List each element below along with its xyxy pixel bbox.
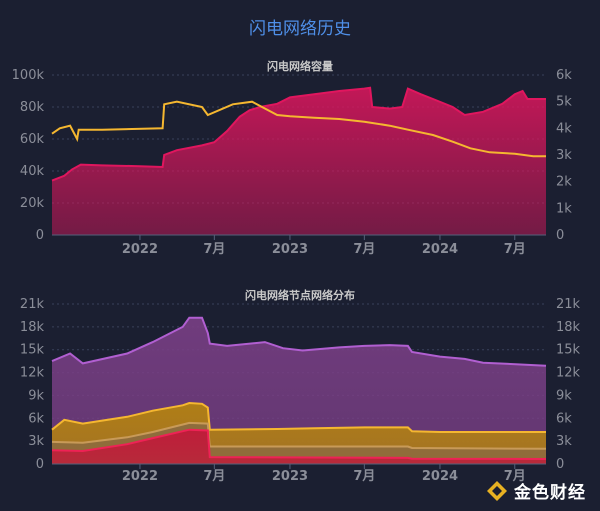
y-right-tick-label: 1k bbox=[556, 201, 572, 216]
y-right-tick-label: 3k bbox=[556, 434, 572, 449]
y-right-tick-label: 4k bbox=[556, 121, 572, 136]
x-tick-label: 7月 bbox=[504, 242, 526, 257]
y-left-tick-label: 20k bbox=[20, 196, 45, 211]
capacity-chart-title: 闪电网络容量 bbox=[267, 60, 333, 73]
y-right-tick-label: 6k bbox=[556, 68, 572, 83]
series-line-1-2 bbox=[51, 421, 547, 450]
y-right-tick-label: 6k bbox=[556, 411, 572, 426]
x-tick-label: 2022 bbox=[122, 469, 158, 484]
y-right-tick-label: 3k bbox=[556, 148, 572, 163]
node-distribution-chart-title: 闪电网络节点网络分布 bbox=[245, 289, 355, 302]
y-right-tick-label: 9k bbox=[556, 388, 572, 403]
y-left-tick-label: 21k bbox=[20, 297, 45, 312]
y-right-tick-label: 18k bbox=[556, 320, 581, 335]
y-right-tick-label: 5k bbox=[556, 95, 572, 110]
x-tick-label: 2024 bbox=[422, 242, 458, 257]
x-tick-label: 7月 bbox=[203, 469, 225, 484]
x-tick-label: 7月 bbox=[353, 469, 375, 484]
y-left-tick-label: 12k bbox=[20, 366, 45, 381]
y-left-tick-label: 9k bbox=[28, 388, 44, 403]
y-right-tick-label: 0 bbox=[556, 228, 564, 243]
y-right-tick-label: 0 bbox=[556, 457, 564, 472]
x-tick-label: 7月 bbox=[504, 469, 526, 484]
y-right-tick-label: 12k bbox=[556, 366, 581, 381]
y-left-tick-label: 6k bbox=[28, 411, 44, 426]
y-left-tick-label: 15k bbox=[20, 343, 45, 358]
y-left-tick-label: 40k bbox=[20, 164, 45, 179]
series-line-1-0 bbox=[51, 316, 547, 367]
y-right-tick-label: 21k bbox=[556, 297, 581, 312]
y-left-tick-label: 3k bbox=[28, 434, 44, 449]
jinse-logo-icon bbox=[487, 480, 507, 501]
watermark-text: 金色财经 bbox=[514, 483, 586, 503]
y-left-tick-label: 18k bbox=[20, 320, 45, 335]
y-left-tick-label: 80k bbox=[20, 100, 45, 115]
x-tick-label: 2022 bbox=[122, 242, 158, 257]
x-tick-label: 2024 bbox=[422, 469, 458, 484]
watermark: 金色财经 bbox=[486, 478, 586, 503]
series-area-1-3 bbox=[52, 429, 546, 464]
x-tick-label: 7月 bbox=[203, 242, 225, 257]
x-tick-label: 2023 bbox=[272, 469, 308, 484]
series-line-1-3 bbox=[51, 428, 547, 460]
x-tick-label: 2023 bbox=[272, 242, 308, 257]
series-line-0-0 bbox=[51, 86, 546, 182]
y-right-tick-label: 15k bbox=[556, 343, 581, 358]
y-right-tick-label: 2k bbox=[556, 175, 572, 190]
series-line-1-1 bbox=[51, 401, 546, 433]
y-left-tick-label: 100k bbox=[12, 68, 45, 83]
page-title: 闪电网络历史 bbox=[249, 19, 351, 39]
x-tick-label: 7月 bbox=[353, 242, 375, 257]
y-left-tick-label: 60k bbox=[20, 132, 45, 147]
y-left-tick-label: 0 bbox=[36, 228, 44, 243]
y-left-tick-label: 0 bbox=[36, 457, 44, 472]
series-area-0-0 bbox=[52, 87, 546, 235]
series-line-0-1 bbox=[51, 100, 546, 158]
